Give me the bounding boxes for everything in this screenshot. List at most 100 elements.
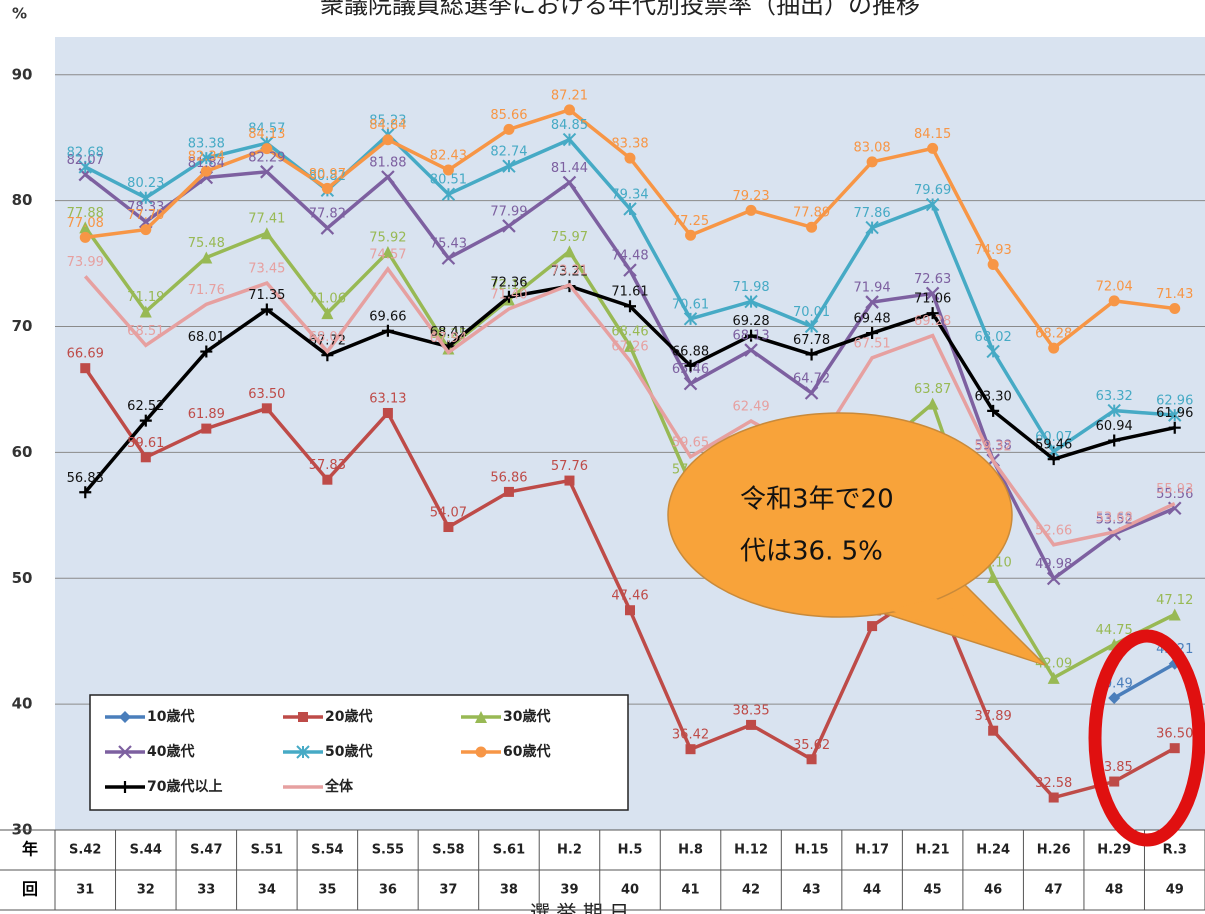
x-tick-label: S.47: [190, 843, 222, 858]
data-label: 84.15: [914, 127, 951, 142]
data-label: 57.76: [551, 459, 588, 474]
data-label: 77.99: [490, 204, 527, 219]
data-label: 71.06: [914, 292, 951, 307]
callout-join: [890, 598, 1045, 665]
marker: [623, 202, 637, 216]
x-axis-label: 選 挙 期 日: [530, 901, 629, 914]
data-label: 72.04: [1096, 279, 1133, 294]
data-label: 47.12: [1156, 593, 1193, 608]
marker: [987, 570, 1000, 583]
y-axis-label: %: [12, 5, 27, 23]
marker: [867, 621, 878, 632]
data-label: 69.66: [369, 309, 406, 324]
marker: [321, 182, 333, 194]
data-label: 67.51: [853, 336, 890, 351]
marker: [1168, 408, 1182, 422]
marker: [1169, 303, 1181, 315]
x-tick-label: H.24: [976, 843, 1010, 858]
marker: [260, 303, 273, 316]
marker: [624, 152, 636, 164]
data-label: 72.36: [490, 275, 527, 290]
data-label: 63.50: [248, 387, 285, 402]
marker: [382, 407, 393, 418]
data-label: 83.38: [611, 137, 648, 152]
data-label: 67.78: [793, 333, 830, 348]
data-label: 82.43: [430, 149, 467, 164]
data-label: 59.38: [975, 439, 1012, 454]
marker: [321, 307, 334, 320]
data-label: 77.70: [127, 208, 164, 223]
marker: [804, 319, 819, 334]
legend-label: 20歳代: [325, 708, 372, 725]
data-label: 62.49: [732, 400, 769, 415]
marker: [200, 165, 212, 177]
marker: [1107, 403, 1121, 418]
data-label: 83.38: [188, 137, 225, 152]
data-label: 72.63: [914, 272, 951, 287]
marker: [119, 711, 131, 723]
marker: [1047, 453, 1060, 466]
data-label: 52.66: [1035, 523, 1072, 538]
data-label: 56.86: [490, 470, 527, 485]
marker: [1168, 421, 1181, 434]
data-label: 73.99: [67, 255, 104, 270]
data-label: 82.74: [490, 145, 527, 160]
marker: [502, 290, 515, 303]
data-label: 68.01: [309, 330, 346, 345]
marker: [475, 746, 487, 758]
marker: [80, 363, 91, 374]
data-label: 71.98: [732, 280, 769, 295]
legend-label: 全体: [324, 778, 354, 795]
marker: [806, 221, 818, 233]
marker: [865, 295, 879, 309]
data-label: 63.87: [914, 382, 951, 397]
marker: [140, 452, 151, 463]
data-label: 80.51: [430, 173, 467, 188]
marker: [1108, 691, 1121, 704]
callout-text: 代は36. 5%: [740, 537, 883, 567]
marker: [804, 386, 819, 400]
election-number: 39: [560, 883, 578, 898]
y-tick-label: 50: [12, 569, 33, 587]
election-number: 32: [137, 883, 155, 898]
data-label: 66.69: [67, 347, 104, 362]
data-label: 77.88: [67, 206, 104, 221]
marker: [746, 719, 757, 730]
data-label: 57.83: [309, 458, 346, 473]
marker: [201, 423, 212, 434]
marker: [261, 143, 273, 155]
data-label: 68.41: [430, 325, 467, 340]
data-label: 75.97: [551, 230, 588, 245]
election-number: 38: [500, 883, 518, 898]
data-label: 81.44: [551, 161, 588, 176]
data-label: 62.96: [1156, 394, 1193, 409]
marker: [925, 286, 940, 301]
legend-box: [89, 694, 629, 811]
data-label: 62.52: [127, 399, 164, 414]
marker: [684, 359, 697, 372]
marker: [685, 744, 696, 755]
marker: [745, 329, 758, 342]
marker: [1047, 671, 1060, 684]
data-label: 68.02: [975, 330, 1012, 345]
data-label: 53.68: [1096, 510, 1133, 525]
data-label: 71.35: [248, 288, 285, 303]
marker: [78, 160, 92, 174]
marker: [118, 745, 132, 759]
marker: [322, 474, 333, 485]
marker: [988, 725, 999, 736]
data-label: 36.42: [672, 728, 709, 743]
data-label: 63.30: [975, 389, 1012, 404]
marker: [683, 376, 698, 391]
data-label: 77.08: [67, 216, 104, 231]
marker: [925, 197, 940, 212]
marker: [1109, 776, 1120, 787]
marker: [926, 397, 939, 410]
marker: [744, 343, 758, 357]
marker: [475, 711, 487, 723]
data-label: 75.92: [369, 230, 406, 245]
data-label: 35.62: [793, 738, 830, 753]
marker: [806, 754, 817, 765]
x-tick-label: H.12: [734, 843, 768, 858]
